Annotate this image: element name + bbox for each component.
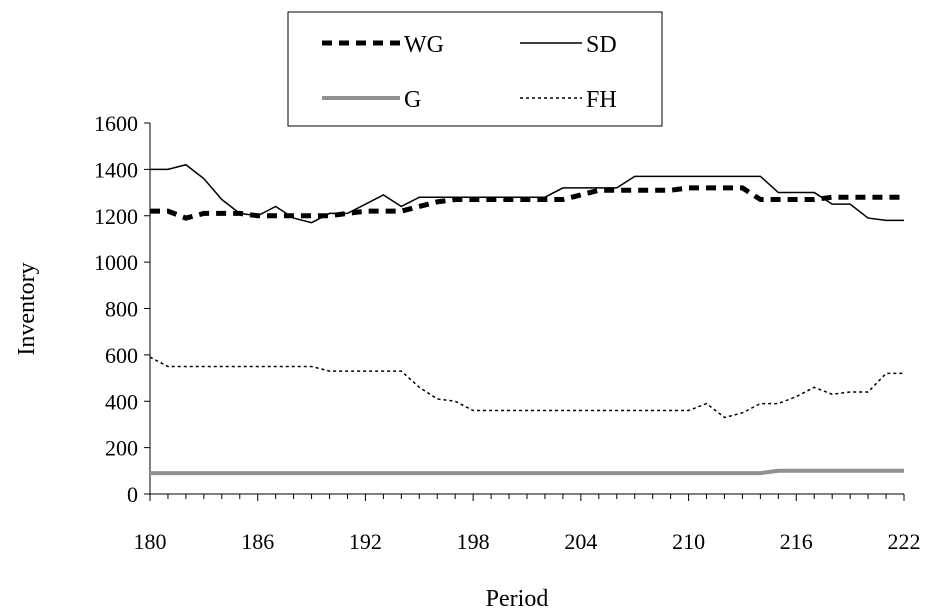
y-tick-label: 1600 (94, 111, 138, 136)
x-axis-title: Period (486, 586, 549, 612)
x-tick-label: 204 (564, 529, 597, 554)
legend-label-fh: FH (586, 87, 617, 113)
y-tick-label: 1000 (94, 250, 138, 275)
legend-label-sd: SD (586, 32, 617, 58)
y-tick-label: 1400 (94, 157, 138, 182)
y-tick-label: 200 (105, 436, 138, 461)
series-line-g (150, 468, 904, 476)
series-line-wg (150, 185, 904, 221)
x-tick-label: 216 (780, 529, 813, 554)
legend-label-wg: WG (404, 32, 444, 58)
x-tick-label: 210 (672, 529, 705, 554)
axes: 0 200 400 600 800 1000 1200 1400 1600 180 186 192 19… (94, 111, 921, 554)
legend-box (287, 11, 663, 127)
x-tick-label: 222 (888, 529, 921, 554)
x-tick-label: 186 (241, 529, 274, 554)
series-line-sd (150, 163, 904, 224)
y-tick-label: 600 (105, 343, 138, 368)
x-tick-label: 198 (457, 529, 490, 554)
legend-label-g: G (404, 87, 421, 113)
series-layer (149, 163, 904, 476)
y-tick-label: 1200 (94, 204, 138, 229)
series-line-fh (149, 356, 904, 419)
x-tick-label: 192 (349, 529, 382, 554)
y-tick-label: 0 (127, 482, 138, 507)
x-tick-label: 180 (134, 529, 167, 554)
y-axis-title: Inventory (14, 262, 40, 355)
y-tick-label: 400 (105, 389, 138, 414)
y-tick-label: 800 (105, 297, 138, 322)
legend: WG SD G FH (287, 11, 663, 127)
